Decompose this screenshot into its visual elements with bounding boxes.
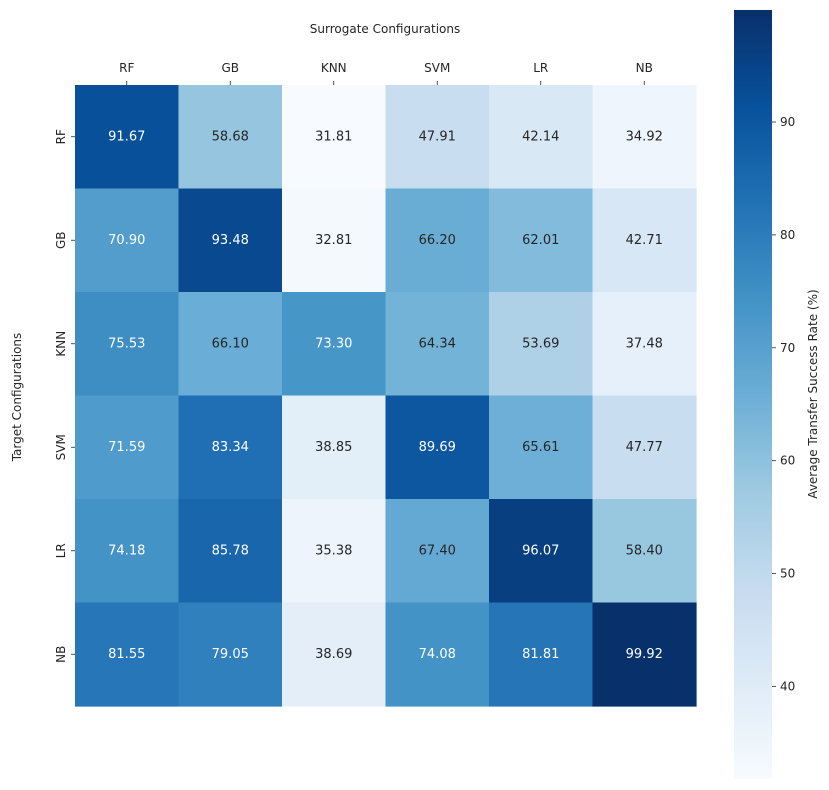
cell-value-label: 66.20 [419,233,456,248]
colorbar-tick-label: 50 [780,567,795,581]
cell-value-label: 42.71 [626,233,663,248]
colorbar-ticks: 40 50 60 70 80 90 [772,115,795,694]
cell-value-label: 62.01 [522,233,559,248]
heatmap-cell-svm-rf [75,395,180,500]
y-axis-label: Target Configurations [10,333,24,463]
x-tick-label-nb: NB [636,61,653,75]
cell-value-label: 67.40 [419,543,456,558]
colorbar-label: Average Transfer Success Rate (%) [806,289,820,498]
heatmap-cell-gb-knn [282,188,387,293]
heatmap-cell-lr-rf [75,499,180,604]
heatmap-cell-rf-nb [592,85,697,190]
colorbar-tick-label: 70 [780,341,795,355]
cell-value-label: 47.91 [419,129,456,144]
cell-value-label: 32.81 [315,233,352,248]
heatmap-cell-lr-knn [282,499,387,604]
y-tick-label-knn: KNN [54,331,68,357]
cell-value-label: 65.61 [522,440,559,455]
colorbar [734,10,772,779]
cell-value-label: 47.77 [626,440,663,455]
heatmap-cell-svm-nb [592,395,697,500]
y-tick-label-gb: GB [54,231,68,249]
heatmap-cell-rf-svm [385,85,490,190]
cell-value-label: 58.40 [626,543,663,558]
cell-value-label: 31.81 [315,129,352,144]
cell-value-label: 75.53 [108,336,145,351]
colorbar-tick-label: 40 [780,680,795,694]
heatmap-cell-gb-rf [75,188,180,293]
heatmap-cell-nb-lr [489,602,594,707]
y-tick-label-svm: SVM [54,434,68,460]
y-tick-labels: RF GB KNN SVM LR NB [54,129,75,663]
colorbar-tick-label: 60 [780,454,795,468]
heatmap-cell-gb-svm [385,188,490,293]
cell-value-label: 96.07 [522,543,559,558]
cell-value-label: 38.69 [315,647,352,662]
cell-value-label: 70.90 [108,233,145,248]
heatmap-cell-knn-nb [592,292,697,397]
x-tick-label-gb: GB [221,61,239,75]
cell-value-label: 42.14 [522,129,559,144]
cell-value-label: 83.34 [212,440,249,455]
heatmap-cell-lr-gb [178,499,283,604]
cell-value-label: 81.81 [522,647,559,662]
cell-value-label: 81.55 [108,647,145,662]
heatmap-cell-svm-lr [489,395,594,500]
heatmap-cell-nb-gb [178,602,283,707]
heatmap-cell-nb-svm [385,602,490,707]
cell-value-label: 34.92 [626,129,663,144]
cell-value-label: 99.92 [626,647,663,662]
cell-value-label: 38.85 [315,440,352,455]
heatmap-cell-knn-lr [489,292,594,397]
x-axis-label: Surrogate Configurations [310,22,460,36]
y-tick-label-nb: NB [54,646,68,663]
heatmap-cell-lr-lr [489,499,594,604]
heatmap-cell-knn-svm [385,292,490,397]
cell-value-label: 93.48 [212,233,249,248]
heatmap-cell-lr-nb [592,499,697,604]
cell-value-label: 74.08 [419,647,456,662]
x-tick-label-knn: KNN [321,61,347,75]
cell-value-label: 58.68 [212,129,249,144]
cell-value-label: 37.48 [626,336,663,351]
heatmap-cell-knn-rf [75,292,180,397]
heatmap-cell-rf-knn [282,85,387,190]
cell-value-label: 35.38 [315,543,352,558]
cell-value-label: 73.30 [315,336,352,351]
heatmap-cell-lr-svm [385,499,490,604]
cell-value-label: 89.69 [419,440,456,455]
cell-value-label: 91.67 [108,129,145,144]
heatmap-cell-nb-knn [282,602,387,707]
cell-value-label: 71.59 [108,440,145,455]
heatmap-cell-rf-lr [489,85,594,190]
heatmap-cell-nb-rf [75,602,180,707]
cell-value-label: 53.69 [522,336,559,351]
x-tick-labels: RF GB KNN SVM LR NB [119,61,653,85]
heatmap-cell-gb-nb [592,188,697,293]
heatmap-cell-gb-lr [489,188,594,293]
cell-value-label: 85.78 [212,543,249,558]
heatmap-cell-rf-rf [75,85,180,190]
x-tick-label-lr: LR [533,61,548,75]
y-tick-label-rf: RF [54,129,68,144]
heatmap-cell-svm-gb [178,395,283,500]
heatmap-cell-rf-gb [178,85,283,190]
cell-value-label: 66.10 [212,336,249,351]
x-tick-label-svm: SVM [424,61,450,75]
heatmap-cells: 91.67 58.68 31.81 47.91 42.14 34.92 70.90 93.48… [75,85,697,707]
heatmap-cell-svm-knn [282,395,387,500]
cell-value-label: 74.18 [108,543,145,558]
heatmap-cell-knn-knn [282,292,387,397]
y-tick-label-lr: LR [54,543,68,558]
colorbar-tick-label: 90 [780,115,795,129]
heatmap-cell-svm-svm [385,395,490,500]
x-tick-label-rf: RF [119,61,134,75]
heatmap-cell-gb-gb [178,188,283,293]
heatmap-cell-knn-gb [178,292,283,397]
colorbar-tick-label: 80 [780,228,795,242]
cell-value-label: 79.05 [212,647,249,662]
heatmap-cell-nb-nb [592,602,697,707]
cell-value-label: 64.34 [419,336,456,351]
